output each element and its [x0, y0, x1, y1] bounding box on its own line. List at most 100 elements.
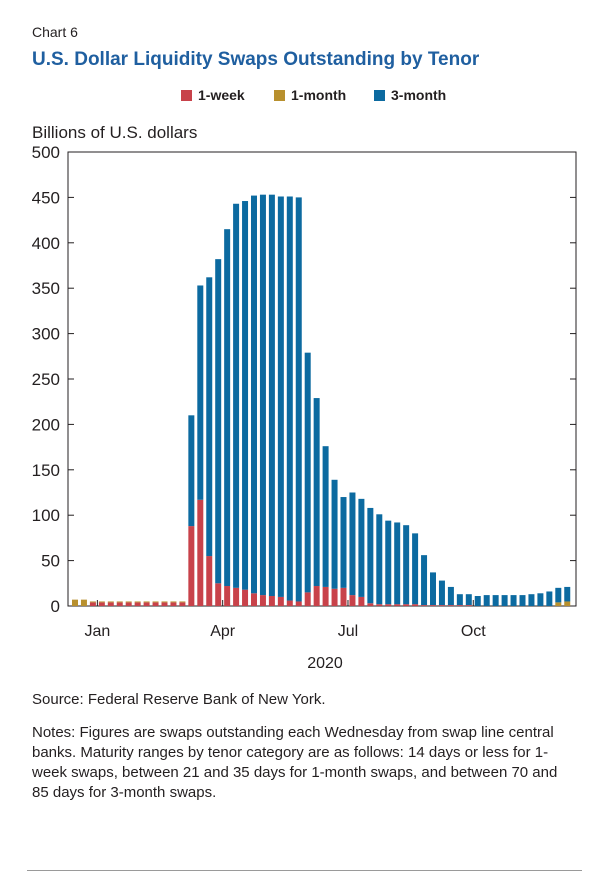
bar-3-month-32	[358, 498, 365, 597]
y-tick-label: 50	[41, 552, 60, 571]
bar-3-month-43	[456, 594, 463, 606]
bar-3-month-21	[259, 194, 266, 596]
source-note: Source: Federal Reserve Bank of New York…	[32, 691, 326, 708]
bar-1-week-26	[304, 592, 311, 606]
chart-label: Chart 6	[32, 24, 78, 40]
bar-3-month-16	[215, 259, 222, 584]
y-tick-label: 0	[51, 597, 60, 616]
bar-3-month-52	[537, 593, 544, 606]
y-axis-label: Billions of U.S. dollars	[32, 123, 198, 142]
legend-swatch-3-month	[374, 89, 385, 101]
bar-1-week-11	[170, 602, 177, 606]
bar-1-week-24	[286, 600, 293, 606]
bar-3-month-13	[188, 415, 195, 527]
bar-3-month-49	[510, 595, 517, 606]
y-tick-label: 450	[32, 188, 60, 207]
legend-item-1-month: 1-month	[274, 87, 346, 103]
y-tick-label: 500	[32, 143, 60, 162]
bar-3-month-40	[430, 572, 436, 606]
bar-1-week-9	[152, 602, 159, 606]
bar-1-week-16	[215, 583, 222, 606]
bar-3-month-54	[555, 587, 562, 603]
bar-1-month-4	[107, 601, 114, 603]
bar-3-month-53	[546, 591, 553, 606]
bar-3-month-44	[465, 594, 472, 606]
x-tick-label-jan: Jan	[84, 623, 110, 640]
legend: 1-week 1-month 3-month	[0, 87, 611, 107]
notes-text: Notes: Figures are swaps outstanding eac…	[32, 724, 558, 801]
bar-1-week-37	[403, 604, 410, 606]
bar-3-month-27	[313, 398, 320, 587]
bar-3-month-45	[474, 596, 481, 606]
bar-1-week-23	[277, 596, 284, 606]
bar-1-week-13	[188, 526, 195, 606]
bar-1-month-6	[125, 601, 132, 603]
bar-1-month-9	[152, 601, 159, 603]
bar-1-week-7	[134, 602, 141, 606]
bar-3-month-14	[197, 285, 204, 500]
bar-1-month-8	[143, 601, 150, 603]
bar-1-week-33	[367, 603, 374, 606]
bar-1-month-12	[179, 601, 186, 603]
bar-3-month-28	[322, 446, 329, 587]
bar-1-week-21	[259, 595, 266, 606]
x-tick-label-oct: Oct	[461, 623, 486, 640]
bar-1-week-3	[98, 602, 105, 606]
bar-3-month-18	[233, 203, 240, 588]
bar-3-month-48	[501, 595, 508, 606]
bar-1-month-1	[80, 599, 87, 606]
bar-3-month-24	[286, 196, 293, 601]
bar-3-month-30	[340, 497, 347, 588]
legend-item-1-week: 1-week	[181, 87, 245, 103]
bar-1-week-2	[89, 602, 96, 606]
bar-1-week-34	[376, 604, 383, 606]
bar-1-week-35	[385, 604, 392, 606]
bar-1-month-7	[134, 601, 141, 603]
x-tick-label-jul: Jul	[338, 623, 358, 640]
legend-item-3-month: 3-month	[374, 87, 446, 103]
y-tick-label: 350	[32, 279, 60, 298]
bar-3-month-31	[349, 492, 356, 596]
legend-label-3-month: 3-month	[391, 87, 447, 103]
bar-1-week-36	[394, 604, 401, 606]
bottom-divider	[27, 870, 582, 871]
y-tick-label: 300	[32, 325, 60, 344]
legend-label-1-week: 1-week	[198, 87, 245, 103]
bar-1-week-18	[233, 587, 240, 606]
bar-3-month-42	[447, 586, 454, 606]
bar-3-month-29	[331, 479, 338, 589]
bar-1-week-19	[242, 589, 249, 606]
bar-1-week-10	[161, 602, 168, 606]
bar-3-month-46	[483, 595, 490, 606]
bar-1-week-28	[322, 586, 329, 606]
y-tick-label: 100	[32, 506, 60, 525]
bar-1-month-11	[170, 601, 177, 603]
bar-1-week-25	[295, 601, 302, 606]
bar-1-week-15	[206, 556, 213, 606]
bar-3-month-17	[224, 229, 231, 587]
legend-label-1-month: 1-month	[291, 87, 347, 103]
y-tick-label: 250	[32, 370, 60, 389]
bar-1-week-12	[179, 602, 186, 606]
bar-3-month-33	[367, 507, 374, 604]
bar-3-month-41	[438, 580, 445, 606]
bar-1-week-4	[107, 602, 114, 606]
bar-1-week-32	[358, 596, 365, 606]
bar-3-month-34	[376, 514, 383, 605]
bar-3-month-51	[528, 594, 535, 606]
bar-1-week-39	[421, 605, 428, 606]
bar-1-month-54	[555, 602, 562, 606]
bar-1-month-55	[564, 601, 571, 606]
y-tick-label: 150	[32, 461, 60, 480]
bar-1-week-38	[412, 604, 419, 606]
bar-1-week-20	[251, 593, 257, 606]
bar-3-month-37	[403, 525, 410, 605]
bar-3-month-36	[394, 522, 401, 605]
bar-3-month-26	[304, 352, 311, 593]
chart-title: U.S. Dollar Liquidity Swaps Outstanding …	[32, 49, 480, 70]
bar-1-week-42	[447, 605, 454, 606]
bar-3-month-23	[277, 196, 284, 597]
x-tick-label-apr: Apr	[210, 623, 236, 640]
bar-1-week-8	[143, 602, 150, 606]
bar-1-week-44	[465, 605, 472, 606]
